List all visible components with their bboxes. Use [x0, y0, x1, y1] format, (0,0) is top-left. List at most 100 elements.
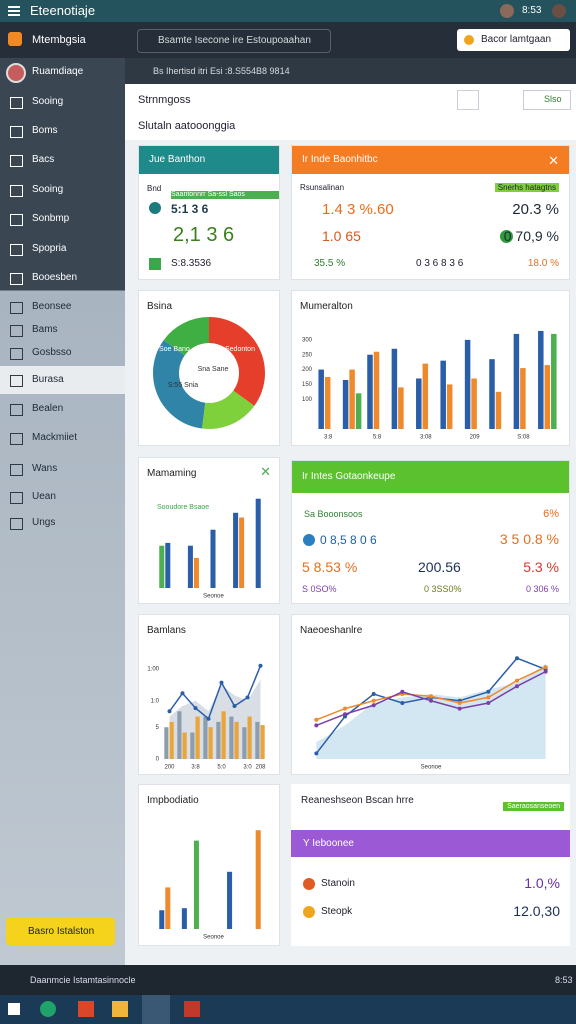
- point: [400, 689, 405, 694]
- sidebar-item[interactable]: Booesben: [32, 272, 78, 283]
- point: [343, 706, 347, 711]
- title-bar: Eteenotiaje 8:53: [0, 0, 576, 22]
- close-icon[interactable]: ✕: [548, 153, 559, 168]
- start-button[interactable]: [8, 1003, 20, 1015]
- sidebar-item[interactable]: Spopria: [32, 243, 67, 254]
- taskbar-app[interactable]: [40, 1001, 56, 1017]
- page-header: Strnmgoss Slutaln aatooonggia Slso: [125, 84, 576, 140]
- bar: [373, 351, 380, 429]
- breadcrumb: Bs Ihertisd itri Esi :8.S554B8 9814: [153, 66, 290, 76]
- bar: [229, 716, 234, 759]
- slice-label: Sna Sane: [198, 366, 229, 373]
- bar: [193, 840, 199, 929]
- sidebar-item[interactable]: Bacs: [32, 154, 55, 165]
- avatar[interactable]: [500, 4, 514, 18]
- y-tick-label: 1:0: [151, 698, 160, 704]
- bar: [422, 363, 429, 429]
- bar: [193, 557, 199, 588]
- sidebar-item[interactable]: Mackmiiet: [32, 432, 78, 443]
- sidebar-item[interactable]: Sooing: [32, 96, 64, 107]
- pie-slice: [163, 317, 209, 356]
- point: [245, 695, 250, 700]
- point: [371, 698, 376, 703]
- status-text: Daanmcie Istamtasinnocle: [30, 975, 136, 985]
- taskbar-app[interactable]: [78, 1001, 94, 1017]
- page-subtitle: Slutaln aatooonggia: [138, 120, 236, 132]
- point: [314, 717, 319, 722]
- area: [316, 663, 546, 759]
- y-tick-label: 200: [302, 367, 313, 373]
- sidebar-button[interactable]: Basro Istalston: [6, 918, 115, 945]
- sidebar-item[interactable]: Gosbsso: [32, 347, 72, 358]
- search-box[interactable]: Bsamte Isecone ire Estoupoaahan: [137, 29, 331, 53]
- sidebar-item[interactable]: Uean: [32, 491, 56, 502]
- point: [486, 701, 491, 705]
- bar: [551, 333, 557, 429]
- search-button[interactable]: [457, 90, 479, 110]
- sidebar-item[interactable]: Wans: [32, 463, 58, 474]
- taskbar-app[interactable]: [184, 1001, 200, 1017]
- sidebar-item[interactable]: Boms: [32, 125, 58, 136]
- tag: Saantonnrr Sa-ssl Saos: [171, 191, 279, 199]
- sidebar-item[interactable]: Ungs: [32, 517, 56, 528]
- chart-title: Naeoeshanlre: [300, 625, 363, 636]
- bar: [342, 379, 349, 429]
- big-value: 2,1 3 6: [173, 224, 235, 246]
- sidebar-item[interactable]: Burasa: [32, 374, 64, 385]
- bar: [440, 360, 446, 429]
- taskbar-app[interactable]: [112, 1001, 128, 1017]
- point: [515, 678, 519, 683]
- row-value: 5.3 %: [523, 559, 559, 575]
- primary-button[interactable]: Bacor lamtgaan: [457, 29, 570, 51]
- bar: [208, 727, 213, 759]
- row-value: 0 8,5 8 0 6: [320, 533, 377, 547]
- x-tick-label: S:08: [517, 435, 530, 441]
- search-placeholder: Bsamte Isecone ire Estoupoaahan: [158, 35, 311, 46]
- point: [343, 712, 347, 717]
- bar: [349, 369, 355, 429]
- action-button[interactable]: Slso: [523, 90, 571, 110]
- row-value: 1.0,%: [524, 875, 560, 891]
- row-value: 3 5 0.8 %: [499, 531, 559, 547]
- bar-chart: Seonoe: [159, 830, 261, 941]
- sidebar-icon: [10, 155, 23, 167]
- bar: [391, 348, 398, 429]
- pie-slice: [153, 340, 206, 429]
- bar: [239, 517, 245, 588]
- sidebar-item[interactable]: Sonbmp: [32, 213, 70, 224]
- toolbar: Mtembgsia Bsamte Isecone ire Estoupoaaha…: [0, 22, 576, 58]
- metric-value: 20.3 %: [512, 201, 559, 218]
- feed-header: Y Ieboonee: [291, 830, 570, 857]
- bar: [318, 369, 324, 429]
- combo-chart: 0 5 1:0 1:00 200 3:8 5:0 3:0 208: [147, 663, 266, 771]
- close-icon[interactable]: ✕: [260, 464, 271, 479]
- chart-title: Mumeralton: [300, 301, 353, 312]
- chart-card: Bsina Soe Bano Sedonton Sna Sane S:55 Snia: [138, 290, 280, 446]
- metric-value: 0 70,9 %: [503, 228, 559, 244]
- sidebar-item[interactable]: Bealen: [32, 403, 64, 414]
- y-tick-label: 150: [302, 382, 313, 388]
- point: [314, 751, 319, 756]
- point: [258, 663, 263, 668]
- chart-card: Bamlans 0 5 1:0 1:00 200 3:8 5:0 3:0 208: [138, 614, 280, 775]
- bar: [255, 498, 261, 588]
- point: [314, 723, 319, 728]
- donut-chart: Soe Bano Sedonton Sna Sane S:55 Snia: [153, 317, 266, 429]
- workspace-select[interactable]: Mtembgsia: [32, 34, 86, 46]
- taskbar-app[interactable]: [142, 995, 170, 1024]
- bar: [520, 368, 526, 429]
- bar: [187, 545, 193, 588]
- sidebar-item[interactable]: Sooing: [32, 184, 64, 195]
- sidebar-item[interactable]: Beonsee: [32, 301, 72, 312]
- menu-icon[interactable]: [8, 6, 20, 8]
- metric-value: 5:1 3 6: [171, 202, 209, 216]
- sidebar-icon: [10, 518, 23, 530]
- bar: [216, 721, 221, 759]
- avatar[interactable]: [552, 4, 566, 18]
- app-title: Eteenotiaje: [30, 3, 96, 18]
- profile-avatar[interactable]: [6, 63, 26, 83]
- slice-label: S:55 Snia: [168, 382, 198, 389]
- point: [371, 692, 376, 697]
- sidebar-item[interactable]: Bams: [32, 324, 58, 335]
- footer-value: S:8.3536: [171, 258, 212, 269]
